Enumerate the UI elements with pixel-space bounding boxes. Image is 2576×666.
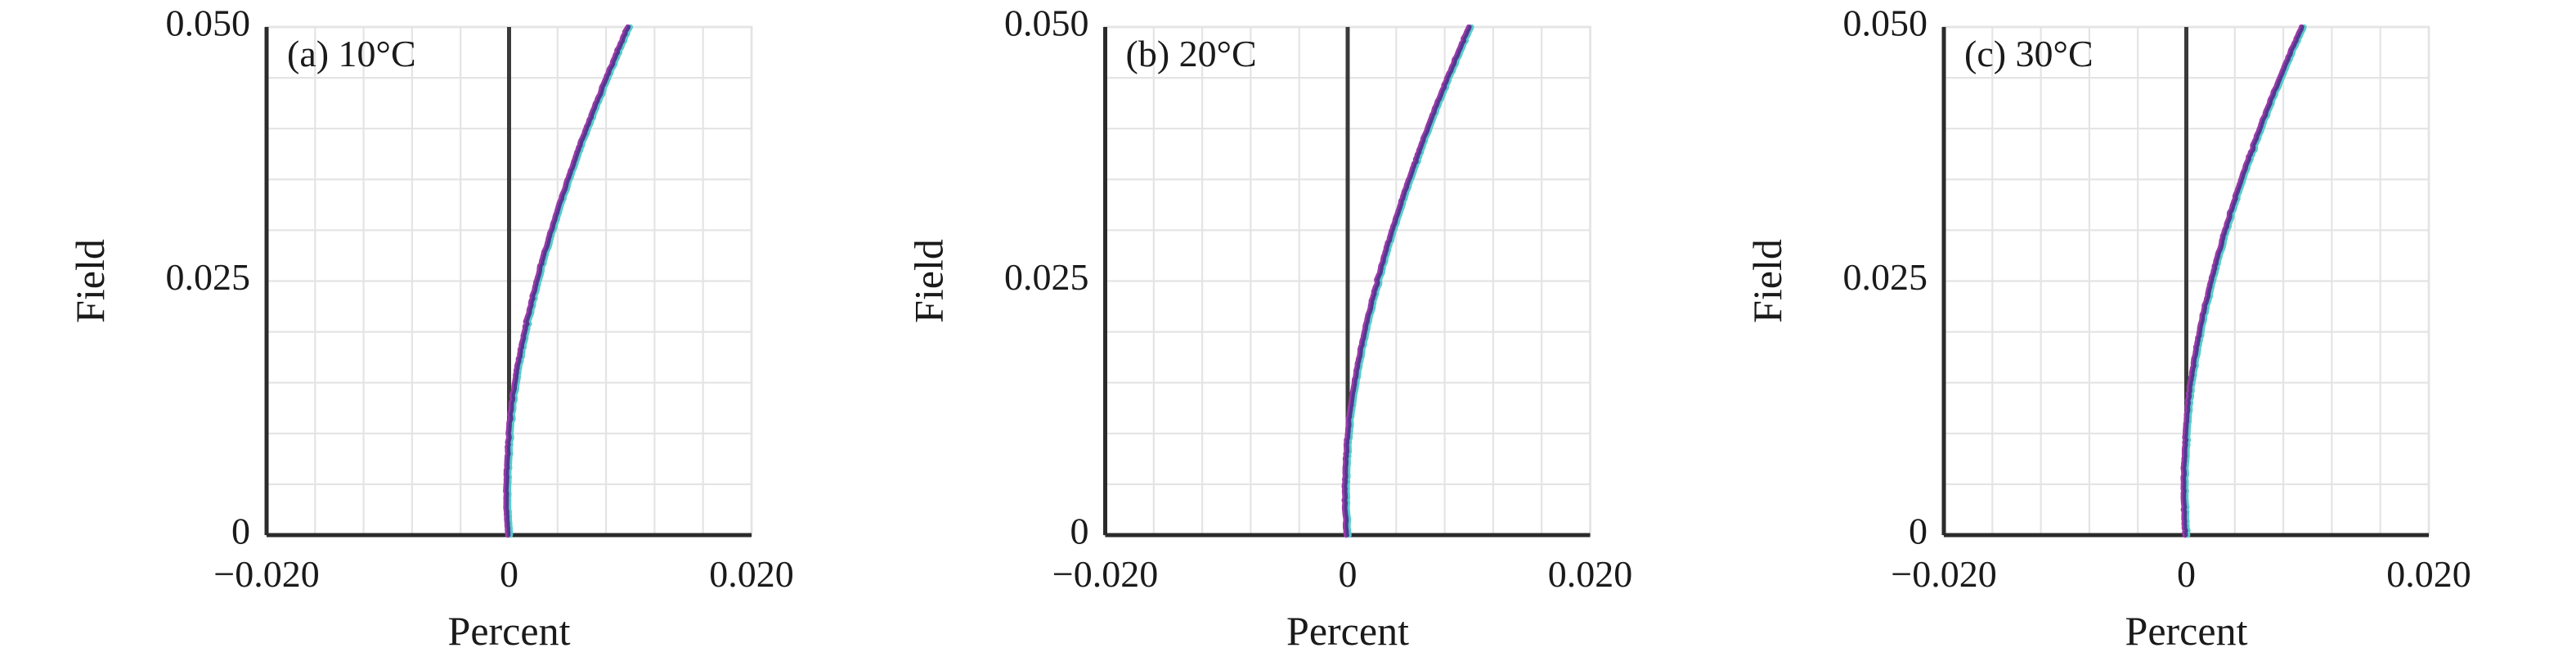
- svg-text:Field: Field: [1744, 239, 1790, 323]
- svg-text:0.025: 0.025: [166, 256, 251, 298]
- svg-text:(b) 20°C: (b) 20°C: [1126, 33, 1257, 74]
- svg-text:Field: Field: [67, 239, 113, 323]
- svg-text:0: 0: [2177, 553, 2196, 595]
- svg-text:0.020: 0.020: [709, 553, 794, 595]
- svg-text:−0.020: −0.020: [213, 553, 319, 595]
- svg-text:0: 0: [231, 511, 250, 552]
- svg-text:0: 0: [1909, 511, 1928, 552]
- svg-text:(a) 10°C: (a) 10°C: [287, 33, 416, 74]
- svg-text:0.025: 0.025: [1004, 256, 1089, 298]
- svg-text:0: 0: [1070, 511, 1089, 552]
- svg-text:Percent: Percent: [1286, 608, 1409, 654]
- svg-text:0: 0: [1339, 553, 1358, 595]
- svg-text:0.050: 0.050: [166, 2, 251, 44]
- svg-text:0: 0: [500, 553, 518, 595]
- svg-text:0.050: 0.050: [1843, 2, 1928, 44]
- svg-text:0.025: 0.025: [1843, 256, 1928, 298]
- svg-text:(c) 30°C: (c) 30°C: [1964, 33, 2094, 74]
- svg-text:−0.020: −0.020: [1052, 553, 1158, 595]
- svg-text:−0.020: −0.020: [1891, 553, 1996, 595]
- svg-text:0.020: 0.020: [1548, 553, 1633, 595]
- svg-text:Percent: Percent: [448, 608, 571, 654]
- svg-text:Percent: Percent: [2125, 608, 2248, 654]
- svg-text:0.050: 0.050: [1004, 2, 1089, 44]
- svg-text:Field: Field: [906, 239, 952, 323]
- svg-text:0.020: 0.020: [2386, 553, 2471, 595]
